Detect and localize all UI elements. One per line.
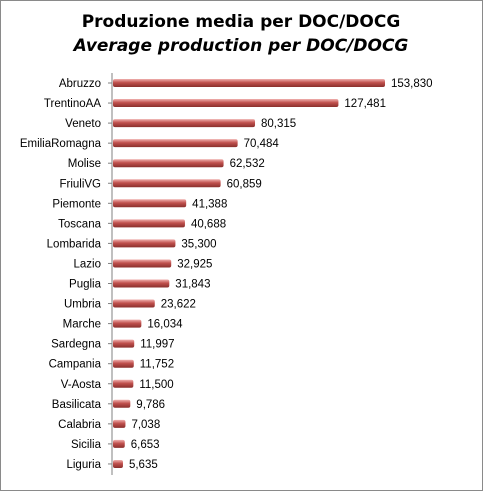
- category-label: Liguria: [66, 459, 101, 471]
- value-label: 70,484: [244, 138, 280, 150]
- category-label: Lombarida: [47, 238, 102, 250]
- value-label: 7,038: [131, 419, 160, 431]
- category-label: Toscana: [58, 218, 101, 230]
- category-label: Molise: [68, 158, 101, 170]
- value-label: 31,843: [175, 279, 210, 291]
- category-label: FriuliVG: [59, 178, 101, 190]
- bar: [113, 79, 385, 87]
- value-label: 41,388: [192, 198, 227, 210]
- value-label: 16,034: [147, 319, 183, 331]
- bar: [113, 339, 135, 348]
- bars-layer: [108, 79, 385, 468]
- value-label: 127,481: [344, 98, 386, 110]
- value-label: 11,500: [139, 379, 173, 391]
- category-label: Calabria: [58, 419, 101, 431]
- value-label: 11,997: [140, 339, 174, 351]
- bar: [113, 179, 221, 188]
- bar: [113, 279, 170, 288]
- labels-layer: Abruzzo 153,830 TrentinoAA 127,481 Veneto 80,…: [20, 78, 433, 471]
- category-label: Marche: [63, 319, 101, 331]
- value-label: 32,925: [177, 258, 212, 270]
- bar: [113, 319, 142, 328]
- bar: [113, 359, 134, 368]
- category-label: Lazio: [74, 258, 102, 270]
- category-label: Basilicata: [52, 399, 102, 411]
- category-label: Piemonte: [52, 198, 101, 210]
- value-label: 9,786: [136, 399, 165, 411]
- bar: [113, 119, 256, 128]
- category-label: Abruzzo: [59, 78, 101, 90]
- bar: [113, 219, 185, 228]
- bar: [113, 99, 339, 108]
- chart-subtitle: Average production per DOC/DOCG: [72, 36, 409, 56]
- category-label: Sardegna: [51, 339, 101, 351]
- bar: [113, 419, 126, 428]
- bar: [113, 199, 187, 208]
- bar: [113, 299, 155, 308]
- bar: [113, 379, 134, 388]
- value-label: 80,315: [261, 118, 296, 130]
- value-label: 23,622: [161, 299, 196, 311]
- bar: [113, 139, 238, 148]
- category-label: Sicilia: [71, 439, 102, 451]
- bar: [113, 439, 125, 448]
- category-label: TrentinoAA: [44, 98, 101, 110]
- bar: [113, 159, 224, 168]
- bar: [113, 239, 176, 248]
- value-label: 5,635: [129, 459, 158, 471]
- category-label: Umbria: [64, 299, 102, 311]
- bar: [113, 459, 123, 468]
- value-label: 62,532: [230, 158, 265, 170]
- value-label: 6,653: [131, 439, 160, 451]
- category-label: V-Aosta: [61, 379, 102, 391]
- bar: [113, 399, 131, 408]
- value-label: 60,859: [227, 178, 262, 190]
- bar: [113, 259, 172, 268]
- category-label: Puglia: [69, 279, 102, 291]
- value-label: 40,688: [191, 218, 226, 230]
- category-label: Veneto: [65, 118, 101, 130]
- category-label: EmiliaRomagna: [20, 138, 102, 150]
- value-label: 35,300: [181, 238, 216, 250]
- chart-title: Produzione media per DOC/DOCG: [82, 12, 401, 32]
- value-label: 11,752: [140, 359, 174, 371]
- category-label: Campania: [49, 359, 102, 371]
- value-label: 153,830: [391, 78, 433, 90]
